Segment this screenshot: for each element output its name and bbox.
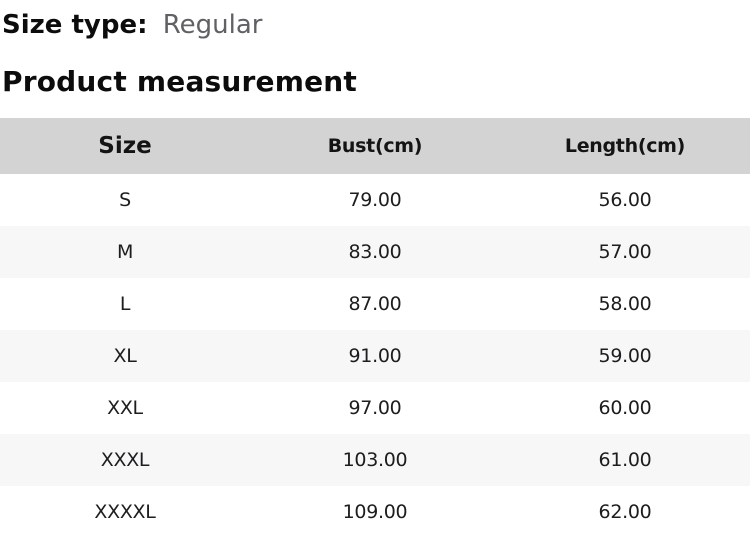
size-cell: XXXXL (94, 501, 156, 523)
size-chart-header: Size Bust(cm) Length(cm) (0, 118, 750, 174)
size-type-label: Size type: (2, 10, 148, 40)
column-header-size: Size (98, 133, 152, 159)
bust-cell: 79.00 (348, 189, 402, 211)
bust-cell: 97.00 (348, 397, 402, 419)
length-cell: 60.00 (598, 397, 652, 419)
bust-cell: 103.00 (342, 449, 408, 471)
column-header-bust: Bust(cm) (327, 135, 423, 157)
length-cell: 62.00 (598, 501, 652, 523)
size-chart-table: Size Bust(cm) Length(cm) S 79.00 56.00 M… (0, 118, 750, 538)
table-row: XXXL 103.00 61.00 (0, 434, 750, 486)
table-row: S 79.00 56.00 (0, 174, 750, 226)
size-type-value: Regular (162, 10, 263, 40)
size-type-line: Size type: Regular (2, 10, 263, 41)
size-cell: M (116, 241, 134, 263)
length-cell: 56.00 (598, 189, 652, 211)
table-row: XXXXL 109.00 62.00 (0, 486, 750, 538)
table-row: XL 91.00 59.00 (0, 330, 750, 382)
bust-cell: 91.00 (348, 345, 402, 367)
length-cell: 58.00 (598, 293, 652, 315)
size-cell: XXXL (100, 449, 150, 471)
size-cell: L (119, 293, 131, 315)
column-header-length: Length(cm) (564, 135, 686, 157)
table-row: M 83.00 57.00 (0, 226, 750, 278)
table-row: L 87.00 58.00 (0, 278, 750, 330)
length-cell: 61.00 (598, 449, 652, 471)
bust-cell: 109.00 (342, 501, 408, 523)
table-row: XXL 97.00 60.00 (0, 382, 750, 434)
length-cell: 57.00 (598, 241, 652, 263)
size-cell: XXL (107, 397, 143, 419)
bust-cell: 83.00 (348, 241, 402, 263)
section-title: Product measurement (2, 65, 358, 98)
bust-cell: 87.00 (348, 293, 402, 315)
size-chart-body: S 79.00 56.00 M 83.00 57.00 L 87.00 58.0… (0, 174, 750, 538)
size-cell: S (119, 189, 131, 211)
header-row: Size Bust(cm) Length(cm) (0, 118, 750, 174)
size-cell: XL (113, 345, 137, 367)
length-cell: 59.00 (598, 345, 652, 367)
